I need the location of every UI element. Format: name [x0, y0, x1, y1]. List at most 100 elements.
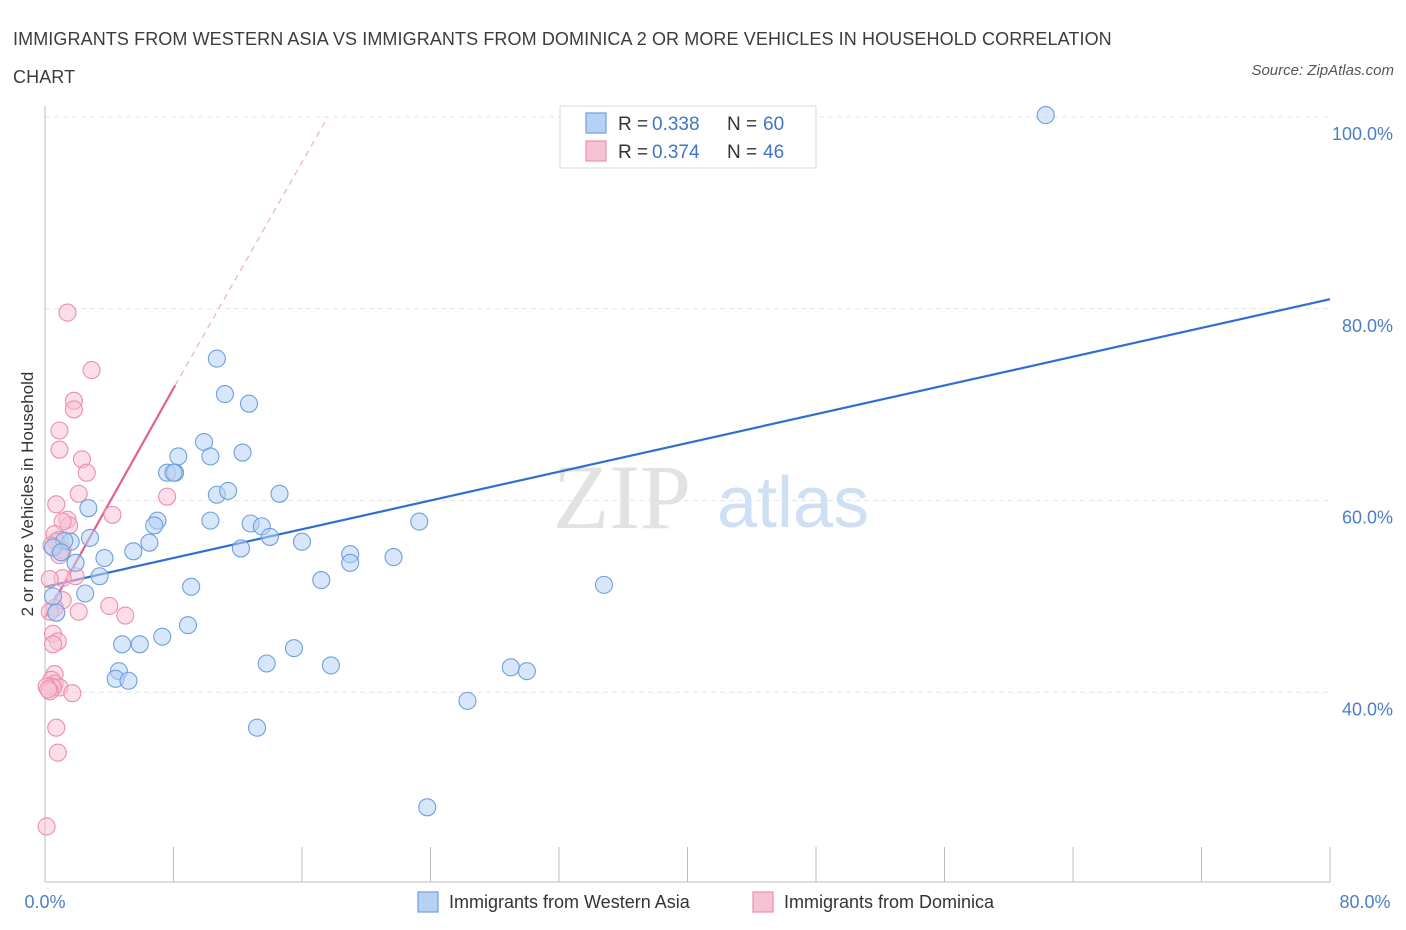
watermark-zip: ZIP: [553, 446, 691, 548]
dominica-point-32: [43, 635, 63, 654]
y-axis-title: 2 or more Vehicles in Household: [18, 372, 37, 617]
western-asia-point-57: [418, 798, 437, 817]
western-asia-point-52: [517, 662, 536, 681]
dominica-point-45: [39, 680, 58, 699]
y-tick-label-3: 40.0%: [1342, 699, 1393, 719]
western-asia-point-20: [145, 516, 164, 535]
legend-r-value-blue: 0.338: [652, 114, 700, 135]
western-asia-point-34: [341, 553, 360, 572]
western-asia-point-7: [201, 447, 220, 466]
western-asia-point-40: [76, 584, 95, 603]
dominica-point-44: [37, 817, 56, 836]
legend-n-label-blue: N =: [727, 114, 757, 135]
western-asia-point-54: [119, 671, 138, 690]
dominica-point-43: [48, 743, 67, 762]
western-asia-point-43: [178, 616, 198, 635]
western-asia-point-35: [66, 553, 85, 572]
y-tick-label-1: 80.0%: [1342, 316, 1393, 336]
dominica-point-25: [100, 596, 119, 616]
dominica-point-4: [50, 421, 69, 440]
western-asia-point-48: [257, 654, 276, 673]
x-tick-label-min: 0.0%: [24, 892, 65, 912]
western-asia-point-55: [458, 691, 477, 710]
chart-title: IMMIGRANTS FROM WESTERN ASIA VS IMMIGRAN…: [13, 29, 1112, 87]
western-asia-point-28: [124, 542, 143, 561]
dominica-point-28: [69, 602, 88, 621]
western-asia-point-19: [410, 512, 429, 531]
western-asia-point-44: [153, 627, 172, 646]
western-asia-point-45: [113, 635, 132, 654]
western-asia-point-1: [207, 349, 226, 368]
western-asia-point-37: [312, 571, 331, 590]
western-asia-point-29: [231, 539, 251, 558]
western-asia-point-46: [130, 635, 149, 654]
series-legend-label-blue: Immigrants from Western Asia: [449, 892, 691, 912]
series-legend-swatch-blue: [417, 891, 439, 913]
x-axis-ticks: [44, 847, 1331, 882]
grid-lines: [45, 116, 1330, 693]
western-asia-point-42: [47, 603, 66, 622]
trend-line-western-asia: [44, 298, 1331, 588]
dominica-point-23: [40, 570, 59, 589]
western-asia-point-3: [239, 394, 259, 413]
stats-legend: R = 0.338 N = 60 R = 0.374 N = 46: [559, 105, 817, 169]
western-asia-point-2: [215, 385, 234, 404]
western-asia-point-49: [321, 656, 340, 675]
series-legend-swatch-pink: [752, 891, 774, 913]
y-tick-label-2: 60.0%: [1342, 508, 1393, 528]
western-asia-point-39: [182, 577, 201, 596]
western-asia-point-6: [169, 447, 188, 466]
watermark-atlas: atlas: [717, 463, 869, 543]
western-asia-point-25: [140, 533, 159, 552]
dominica-point-3: [64, 400, 83, 419]
legend-r-label-pink: R =: [618, 142, 648, 163]
western-asia-point-13: [270, 484, 289, 503]
western-asia-point-10: [164, 463, 183, 482]
dominica-point-11: [103, 505, 122, 524]
western-asia-points: [43, 106, 1055, 817]
legend-swatch-pink: [585, 140, 607, 162]
western-asia-point-16: [201, 511, 220, 530]
dominica-point-8: [158, 487, 177, 506]
western-asia-point-22: [80, 528, 100, 547]
western-asia-point-14: [79, 499, 98, 518]
x-axis-tick-labels: 0.0% 80.0%: [24, 892, 1390, 912]
dominica-point-29: [116, 606, 135, 625]
legend-n-value-pink: 46: [763, 142, 784, 163]
trend-line-dominica-extension: [174, 116, 329, 386]
western-asia-point-50: [501, 658, 520, 677]
legend-swatch-blue: [585, 112, 607, 134]
western-asia-point-0: [1036, 106, 1055, 125]
y-tick-label-0: 100.0%: [1332, 124, 1393, 144]
dominica-point-5: [50, 440, 69, 459]
series-legend: Immigrants from Western Asia Immigrants …: [417, 891, 995, 913]
series-legend-label-pink: Immigrants from Dominica: [784, 892, 995, 912]
legend-r-value-pink: 0.374: [652, 142, 700, 163]
dominica-point-41: [63, 684, 82, 703]
source-label: Source: ZipAtlas.com: [1251, 62, 1394, 79]
western-asia-point-33: [95, 548, 114, 568]
western-asia-point-47: [284, 639, 304, 658]
watermark: ZIP atlas: [553, 446, 869, 548]
western-asia-point-21: [260, 527, 279, 546]
legend-n-value-blue: 60: [763, 114, 784, 135]
western-asia-point-26: [292, 532, 312, 551]
western-asia-point-56: [247, 718, 267, 737]
western-asia-point-36: [90, 567, 109, 586]
western-asia-point-38: [594, 575, 614, 594]
dominica-point-9: [69, 484, 88, 503]
dominica-point-10: [47, 495, 66, 514]
dominica-point-1: [82, 361, 101, 380]
western-asia-point-30: [52, 543, 71, 562]
dominica-points: [37, 303, 177, 836]
legend-r-label-blue: R =: [618, 114, 653, 135]
western-asia-point-41: [43, 587, 63, 606]
legend-n-label-pink: N =: [727, 142, 757, 163]
x-tick-label-max: 80.0%: [1339, 892, 1390, 912]
western-asia-point-32: [384, 548, 403, 567]
y-axis-tick-labels: 100.0% 80.0% 60.0% 40.0%: [1332, 124, 1393, 719]
dominica-point-0: [58, 303, 77, 322]
western-asia-point-5: [233, 443, 252, 462]
dominica-point-7: [77, 463, 96, 482]
